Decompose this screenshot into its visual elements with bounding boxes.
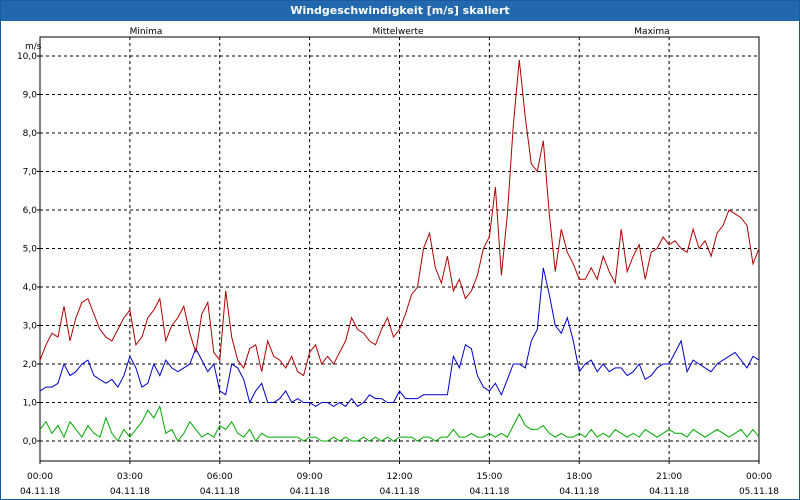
y-tick-label: 3,0 <box>23 322 38 332</box>
x-tick-date-label: 04.11.18 <box>20 487 60 497</box>
y-tick-label: 7,0 <box>23 168 38 178</box>
y-tick-label: 10,0 <box>17 52 37 62</box>
y-tick-label: 2,0 <box>23 360 38 370</box>
x-tick-date-label: 04.11.18 <box>649 487 689 497</box>
x-tick-date-label: 04.11.18 <box>200 487 240 497</box>
x-tick-date-label: 05.11.18 <box>739 487 779 497</box>
y-axis-label: m/s <box>25 42 42 52</box>
y-tick-label: 1,0 <box>23 399 38 409</box>
x-tick-time-label: 06:00 <box>207 472 233 482</box>
legend-maxima: Maxima <box>634 27 669 37</box>
chart-title: Windgeschwindigkeit [m/s] skaliert <box>1 1 799 21</box>
x-tick-time-label: 15:00 <box>476 472 502 482</box>
x-tick-time-label: 12:00 <box>387 472 413 482</box>
series-line-maxima <box>39 59 760 377</box>
y-tick-label: 4,0 <box>23 283 38 293</box>
x-tick-time-label: 00:00 <box>27 472 53 482</box>
x-tick-date-label: 04.11.18 <box>469 487 509 497</box>
y-tick-label: 6,0 <box>23 206 38 216</box>
y-tick-label: 9,0 <box>23 91 38 101</box>
legend-minima: Minima <box>130 27 163 37</box>
x-tick-time-label: 18:00 <box>566 472 592 482</box>
x-tick-time-label: 09:00 <box>297 472 323 482</box>
x-tick-date-label: 04.11.18 <box>290 487 330 497</box>
y-tick-label: 8,0 <box>23 129 38 139</box>
series-line-minima <box>39 404 760 442</box>
y-tick-label: 5,0 <box>23 245 38 255</box>
x-tick-date-label: 04.11.18 <box>110 487 150 497</box>
x-tick-time-label: 03:00 <box>117 472 143 482</box>
series-line-mittelwerte <box>39 267 760 408</box>
x-tick-time-label: 21:00 <box>656 472 682 482</box>
x-tick-date-label: 04.11.18 <box>559 487 599 497</box>
x-tick-time-label: 00:00 <box>746 472 772 482</box>
x-tick-date-label: 04.11.18 <box>379 487 419 497</box>
y-tick-label: 0,0 <box>23 437 38 447</box>
legend-mittelwerte: Mittelwerte <box>372 27 423 37</box>
